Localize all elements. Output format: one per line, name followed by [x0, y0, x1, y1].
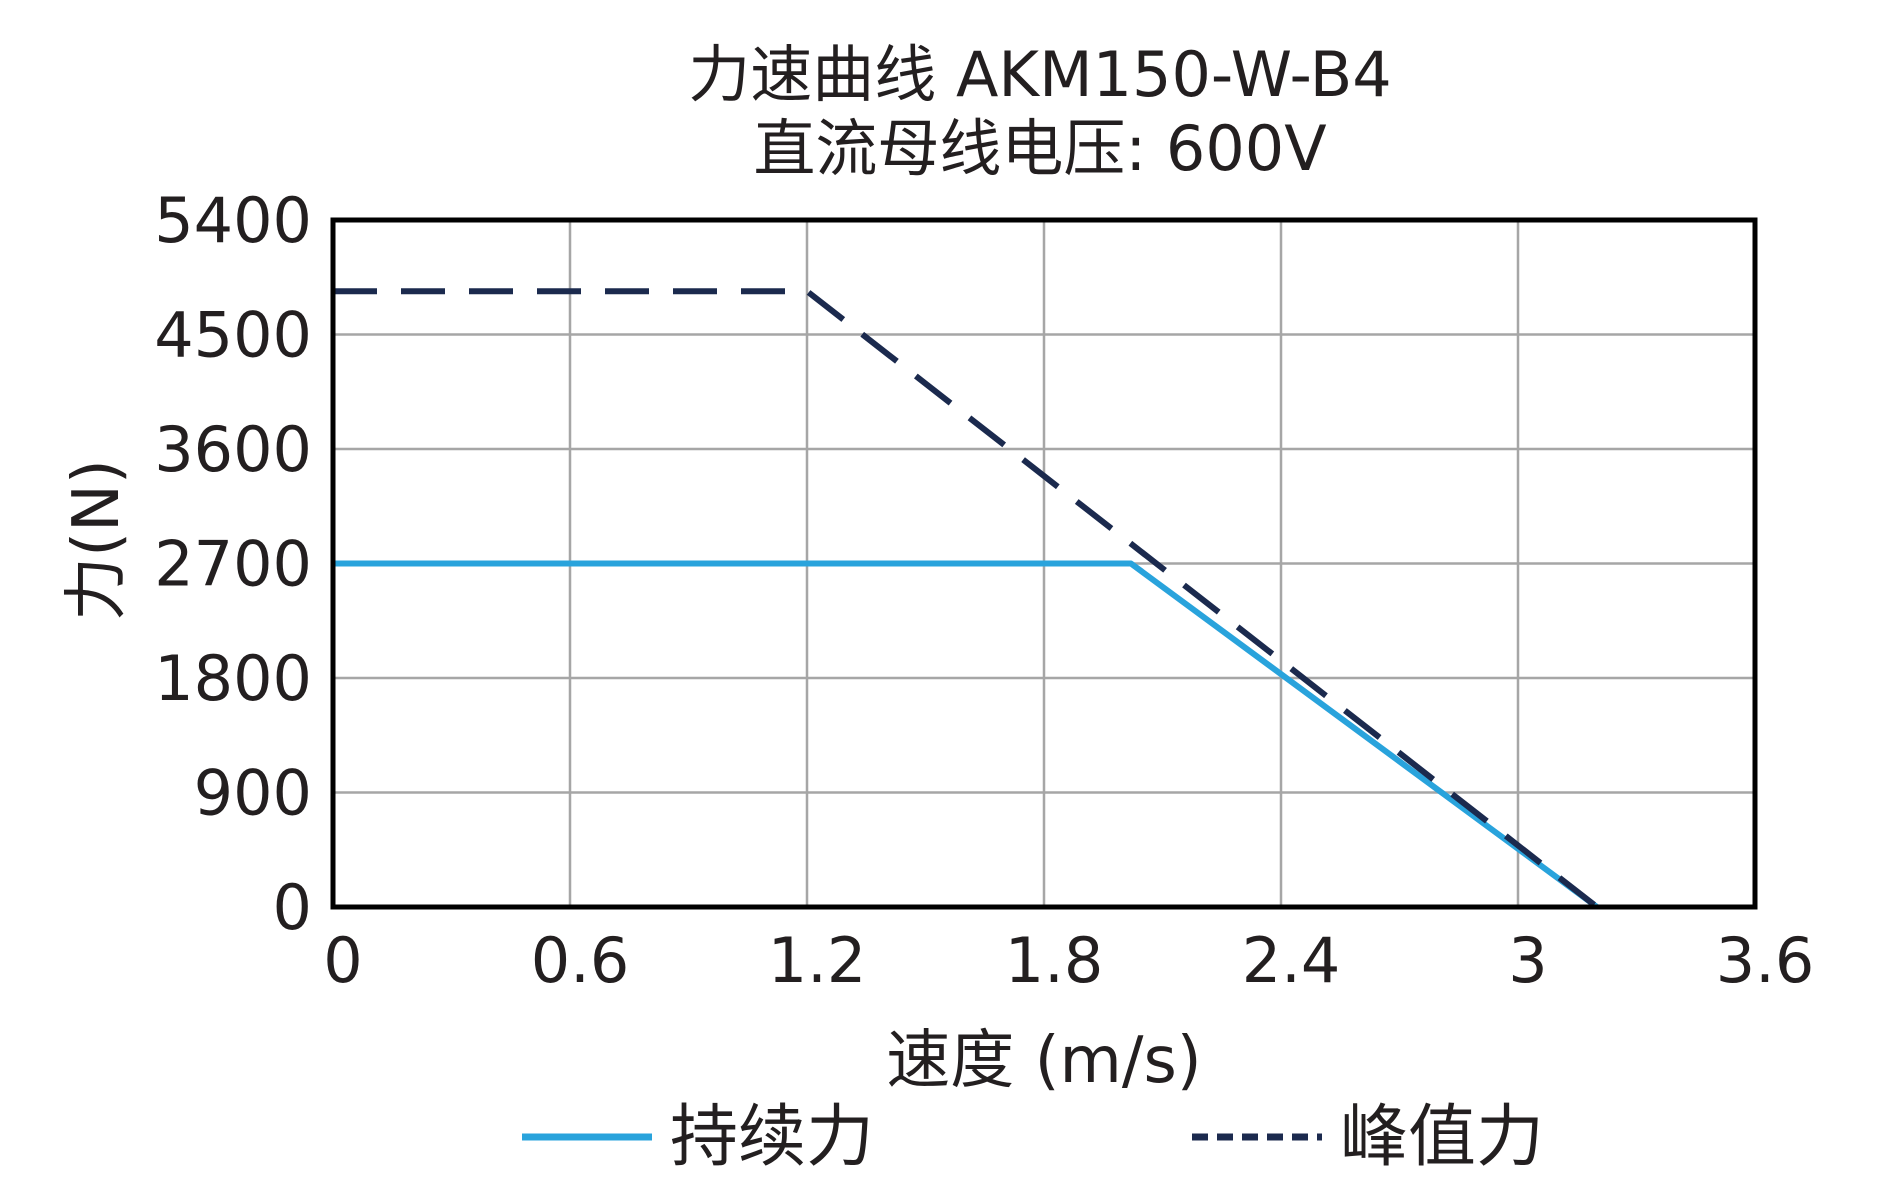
plot-frame: [330, 217, 1758, 910]
x-tick-label: 1.2: [768, 924, 867, 997]
series-line-0: [333, 560, 1599, 910]
x-tick-label: 1.8: [1005, 924, 1104, 997]
y-tick-labels: 0 900 1800 2700 3600 4500 5400: [154, 184, 312, 944]
x-tick-label: 2.4: [1242, 924, 1341, 997]
y-tick-label: 900: [194, 757, 312, 830]
x-axis-label: 速度 (m/s): [886, 1024, 1202, 1098]
x-tick-labels: 0 0.6 1.2 1.8 2.4 3 3.6: [323, 924, 1814, 997]
series-line-1: [333, 288, 1599, 910]
series-layer: [333, 288, 1599, 910]
y-tick-label: 5400: [154, 184, 312, 257]
x-tick-label: 0.6: [531, 924, 630, 997]
legend-label-1: 峰值力: [1340, 1098, 1544, 1177]
y-axis-label: 力(N): [60, 459, 134, 621]
y-tick-label: 2700: [154, 528, 312, 601]
chart-subtitle: 直流母线电压: 600V: [753, 112, 1326, 185]
legend-label-0: 持续力: [670, 1098, 874, 1177]
x-tick-label: 3: [1508, 924, 1547, 997]
chart-title: 力速曲线 AKM150-W-B4: [688, 38, 1391, 111]
y-tick-label: 4500: [154, 299, 312, 372]
legend: 持续力 峰值力: [522, 1098, 1544, 1177]
y-tick-label: 3600: [154, 413, 312, 486]
x-tick-label: 3.6: [1716, 924, 1815, 997]
x-tick-label: 0: [323, 924, 362, 997]
y-tick-label: 1800: [154, 642, 312, 715]
y-tick-label: 0: [273, 871, 312, 944]
